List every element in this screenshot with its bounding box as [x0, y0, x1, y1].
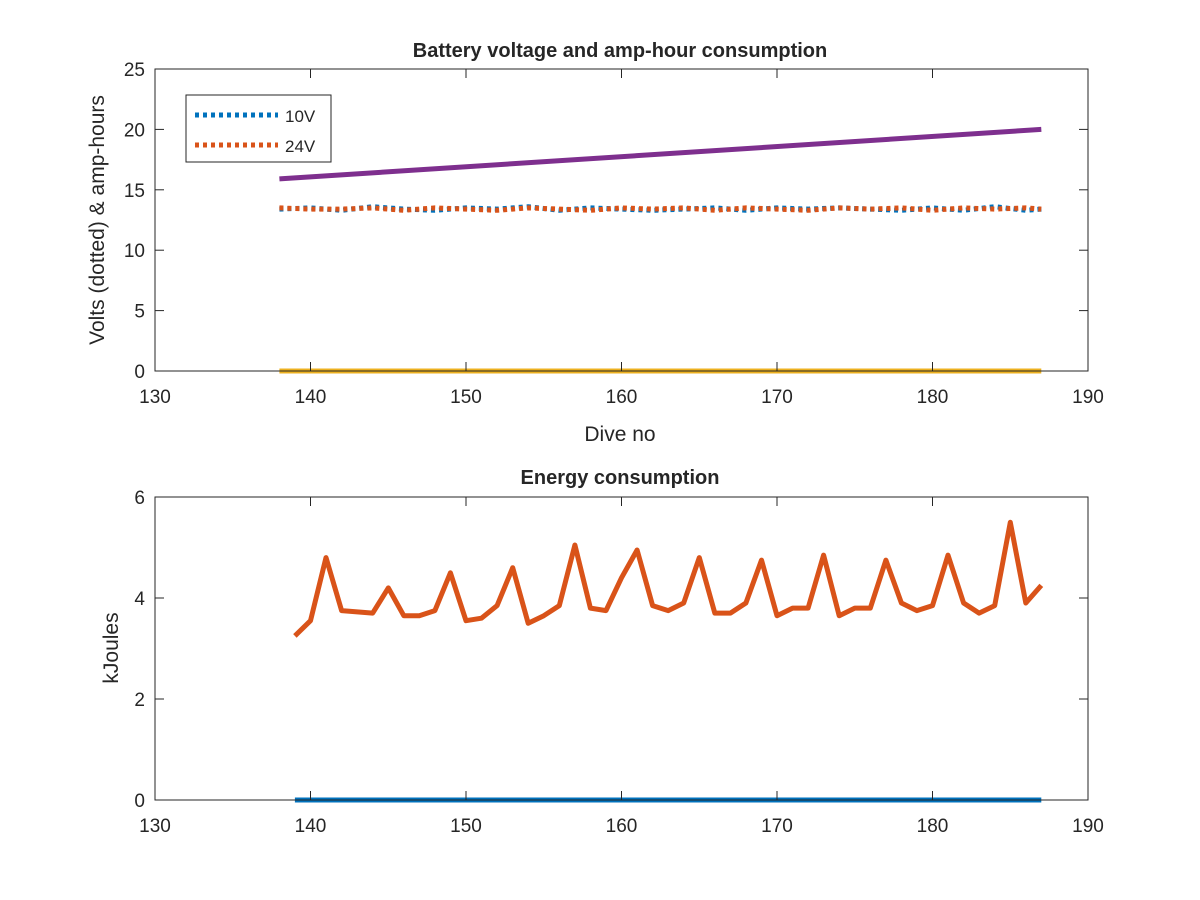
x-tick-label-1-3: 160 — [606, 816, 638, 837]
energy-plot-ylabel: kJoules — [100, 612, 123, 683]
voltage-plot: Battery voltage and amp-hour consumption… — [86, 40, 1104, 446]
voltage-plot-xlabel: Dive no — [584, 423, 655, 446]
y-tick-label-0-0: 0 — [134, 362, 145, 383]
series-line-0-2 — [279, 126, 1042, 182]
x-tick-label-0-2: 150 — [450, 387, 482, 408]
x-tick-label-1-0: 130 — [139, 816, 171, 837]
x-tick-label-0-4: 170 — [761, 387, 793, 408]
voltage-plot-ylabel: Volts (dotted) & amp-hours — [86, 95, 109, 345]
legend-label-0: 10V — [285, 107, 316, 126]
x-tick-label-0-3: 160 — [606, 387, 638, 408]
voltage-plot-title: Battery voltage and amp-hour consumption — [413, 40, 827, 62]
x-tick-label-1-4: 170 — [761, 816, 793, 837]
x-tick-label-0-1: 140 — [295, 387, 327, 408]
x-tick-label-0-5: 180 — [917, 387, 949, 408]
x-tick-label-1-6: 190 — [1072, 816, 1104, 837]
y-tick-label-0-4: 20 — [124, 120, 145, 141]
x-tick-label-0-6: 190 — [1072, 387, 1104, 408]
energy-plot-title: Energy consumption — [521, 467, 720, 489]
legend-box — [185, 94, 332, 163]
legend-label-1: 24V — [285, 137, 316, 156]
x-tick-label-0-0: 130 — [139, 387, 171, 408]
y-tick-label-1-3: 6 — [134, 488, 145, 509]
y-tick-label-0-2: 10 — [124, 241, 145, 262]
series-line-0-1 — [279, 205, 1042, 213]
x-tick-label-1-5: 180 — [917, 816, 949, 837]
y-tick-label-0-5: 25 — [124, 60, 145, 81]
x-tick-label-1-2: 150 — [450, 816, 482, 837]
energy-plot: Energy consumption kJoules 130 140 150 160 1… — [100, 467, 1104, 837]
axes-box-1 — [154, 496, 1089, 801]
y-tick-label-1-2: 4 — [134, 589, 145, 610]
legend: 10V 24V — [185, 94, 332, 163]
x-tick-label-1-1: 140 — [295, 816, 327, 837]
y-tick-label-0-1: 5 — [134, 302, 145, 323]
series-line-1-0 — [293, 519, 1044, 638]
y-tick-label-0-3: 15 — [124, 181, 145, 202]
y-tick-label-1-0: 0 — [134, 791, 145, 812]
y-tick-label-1-1: 2 — [134, 690, 145, 711]
